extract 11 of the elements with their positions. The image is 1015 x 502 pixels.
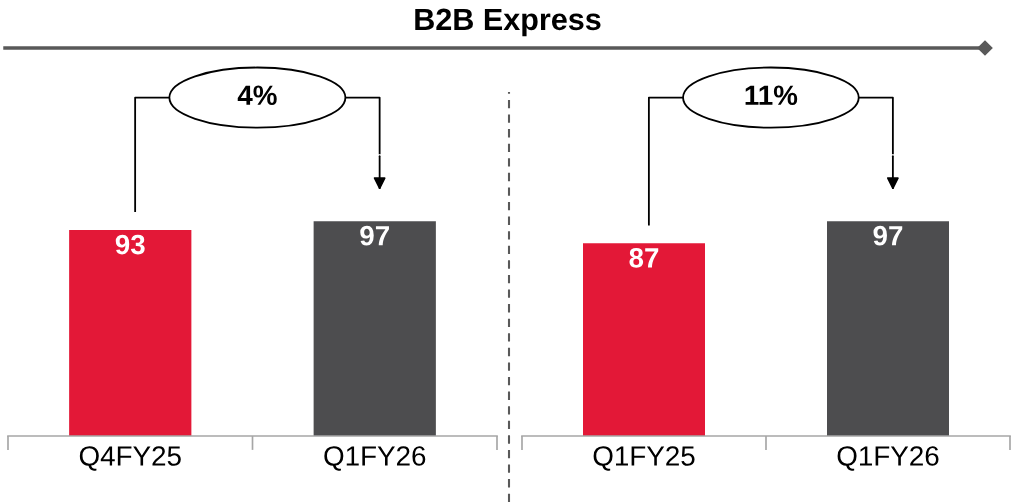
x-tick-label: Q1FY25 <box>593 446 695 471</box>
data-label: 93 <box>115 234 145 255</box>
chart-title: B2B Express <box>415 8 601 37</box>
data-label: 97 <box>873 225 903 246</box>
text: 4% <box>237 85 277 105</box>
text: 11% <box>745 85 798 105</box>
x-tick-label: Q4FY25 <box>79 446 181 471</box>
data-label: 97 <box>360 225 389 246</box>
x-tick-label: Q1FY26 <box>837 446 939 471</box>
data-label: 87 <box>629 248 659 268</box>
x-tick-label: Q1FY26 <box>324 446 426 471</box>
